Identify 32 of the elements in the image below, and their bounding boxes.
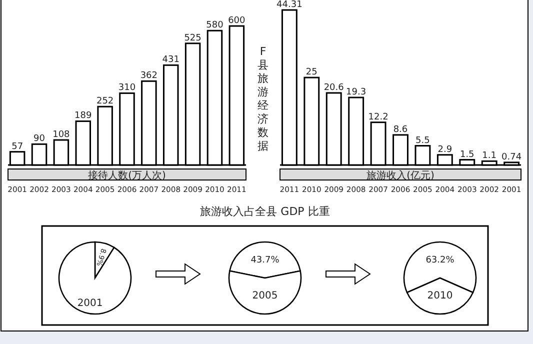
data-label: 310 xyxy=(118,83,136,94)
data-label: 90 xyxy=(34,134,46,144)
data-label: 600 xyxy=(228,16,246,26)
data-label: 19.3 xyxy=(346,87,366,98)
data-label: 25 xyxy=(306,68,318,78)
data-label: 0.74 xyxy=(502,152,522,162)
data-label: 189 xyxy=(74,111,92,122)
data-label: 252 xyxy=(96,96,114,107)
chart-title: 旅游收入占全县 GDP 比重 xyxy=(200,205,330,218)
data-label: 43.7% xyxy=(250,255,280,266)
text: 2010 xyxy=(427,290,453,302)
y-axis-title: F县旅游经济数据 xyxy=(258,45,268,152)
text: 2001 xyxy=(77,298,103,310)
data-label: 580 xyxy=(206,20,224,31)
data-label: 63.2% xyxy=(426,255,455,266)
data-label: 57 xyxy=(12,142,24,152)
data-label: 44.31 xyxy=(276,0,302,10)
data-label: 525 xyxy=(184,33,202,44)
pie-slice xyxy=(58,241,132,315)
data-label: 5.5 xyxy=(416,136,430,146)
data-label: 1.5 xyxy=(460,150,474,160)
data-label: 2.9 xyxy=(438,144,452,155)
data-label: 12.2 xyxy=(368,112,388,122)
data-label: 431 xyxy=(162,55,180,66)
data-label: 108 xyxy=(52,130,70,140)
x-axis-title: 旅游收入(亿元) xyxy=(366,170,434,182)
text: 2005 xyxy=(252,290,278,302)
data-label: 8.6 xyxy=(393,124,408,135)
data-label: 362 xyxy=(140,71,158,82)
data-label: 20.6 xyxy=(324,82,344,93)
data-label: 1.1 xyxy=(482,151,497,162)
x-axis-title: 接待人数(万人次) xyxy=(88,170,166,182)
